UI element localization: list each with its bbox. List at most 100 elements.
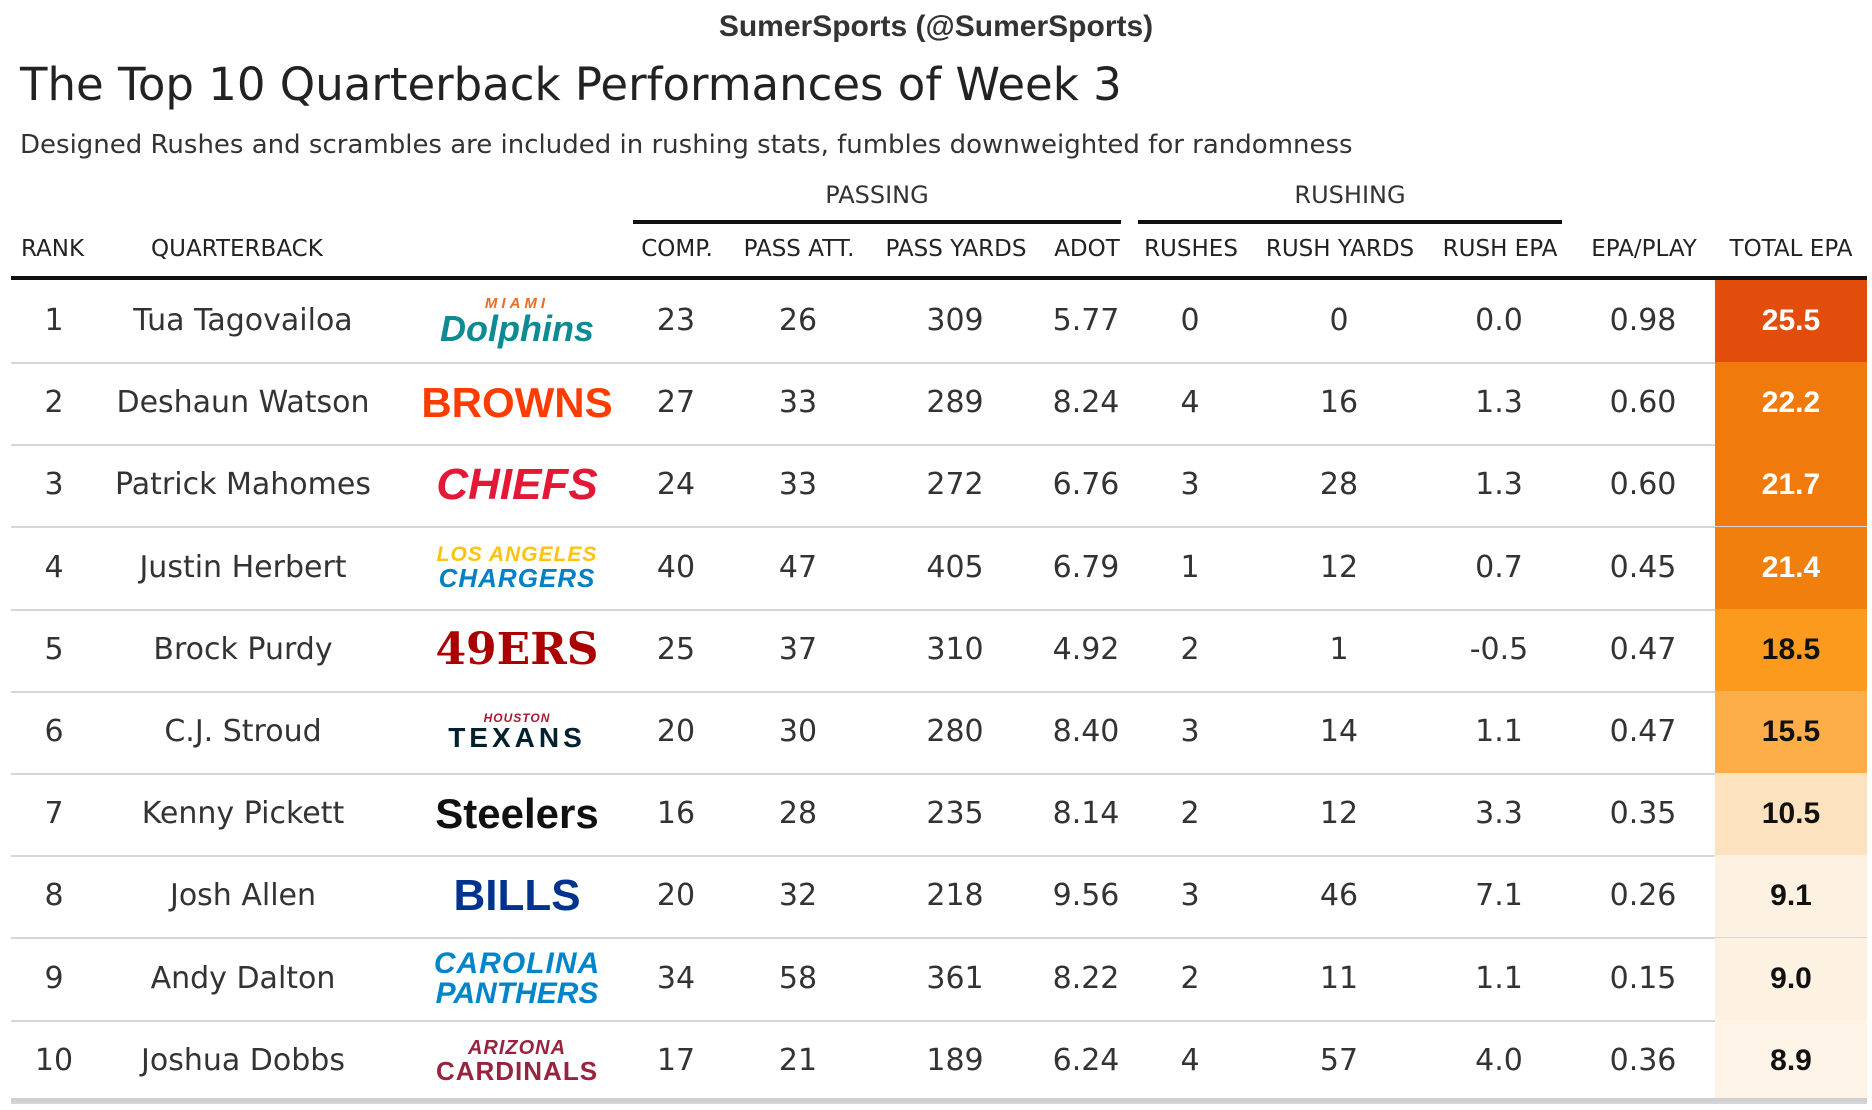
total-epa-cell: 18.5 <box>1715 608 1867 691</box>
header-total-epa: TOTAL EPA <box>1729 236 1853 262</box>
team-logo: BROWNS <box>407 362 627 444</box>
epa-play-cell: 0.47 <box>1609 714 1677 749</box>
rush-epa-cell: 0.0 <box>1475 303 1523 338</box>
total-epa-cell: 9.1 <box>1715 855 1867 938</box>
rush-epa-cell: 3.3 <box>1475 796 1523 832</box>
team-logo-wordmark: CARDINALS <box>435 1055 599 1086</box>
rank-cell: 1 <box>44 303 64 338</box>
rush-epa-cell: 7.1 <box>1475 878 1523 914</box>
comp-cell: 16 <box>656 796 696 832</box>
pass-att-cell: 32 <box>778 878 818 914</box>
rank-cell: 2 <box>44 385 64 421</box>
rush-yards-cell: 12 <box>1319 549 1359 585</box>
rank-cell: 7 <box>44 796 64 832</box>
rushes-cell: 3 <box>1180 878 1200 914</box>
pass-yards-cell: 218 <box>926 878 984 914</box>
comp-cell: 27 <box>656 385 696 421</box>
rush-epa-cell: 1.3 <box>1475 467 1523 503</box>
team-logo: Steelers <box>407 773 627 855</box>
table-row: 7 Kenny Pickett 16 28 235 8.14 2 12 3.3 0.35 Steel… <box>11 773 1867 858</box>
header-rule <box>11 276 1867 280</box>
team-logo-wordmark: PANTHERS <box>435 976 599 1010</box>
pass-yards-cell: 235 <box>926 796 984 832</box>
team-logo-top-text: CAROLINA <box>433 946 601 980</box>
adot-cell: 6.79 <box>1052 549 1120 585</box>
comp-cell: 17 <box>656 1042 696 1078</box>
team-logo: ARIZONA CARDINALS <box>407 1020 627 1102</box>
pass-yards-cell: 405 <box>926 549 984 585</box>
rushes-cell: 1 <box>1180 549 1200 585</box>
rushes-cell: 2 <box>1180 631 1200 667</box>
team-logo-top-text: HOUSTON <box>483 711 551 725</box>
rank-cell: 9 <box>44 960 64 996</box>
epa-play-cell: 0.60 <box>1609 385 1677 421</box>
rush-yards-cell: 46 <box>1319 878 1359 914</box>
comp-cell: 40 <box>656 549 696 585</box>
header-pass-yards: PASS YARDS <box>885 236 1027 262</box>
table-row: 8 Josh Allen 20 32 218 9.56 3 46 7.1 0.26 BILLS 9.1 <box>11 855 1867 940</box>
rank-cell: 4 <box>44 549 64 585</box>
header-rushes: RUSHES <box>1144 236 1238 262</box>
header-comp: COMP. <box>641 236 713 262</box>
team-logo-wordmark: TEXANS <box>448 722 586 753</box>
rush-epa-cell: 1.1 <box>1475 960 1523 996</box>
pass-yards-cell: 361 <box>926 960 984 996</box>
passing-spanner-label: PASSING <box>825 181 929 209</box>
pass-att-cell: 37 <box>778 631 818 667</box>
team-logo-top-text: ARIZONA <box>467 1036 567 1059</box>
team-logo: CAROLINA PANTHERS <box>407 938 627 1020</box>
pass-att-cell: 58 <box>778 960 818 996</box>
rush-yards-cell: 1 <box>1329 631 1349 667</box>
rush-yards-cell: 0 <box>1329 303 1349 338</box>
header-pass-att: PASS ATT. <box>743 236 855 262</box>
team-logo-wordmark: Steelers <box>435 790 599 838</box>
comp-cell: 20 <box>656 878 696 914</box>
pass-yards-cell: 280 <box>926 714 984 749</box>
pass-att-cell: 47 <box>778 549 818 585</box>
team-logo-wordmark: BROWNS <box>421 379 613 427</box>
header-quarterback: QUARTERBACK <box>151 236 323 262</box>
team-logo-wordmark: 49ERS <box>435 623 599 675</box>
table-row: 4 Justin Herbert 40 47 405 6.79 1 12 0.7 0.45 LOS … <box>11 526 1867 611</box>
epa-play-cell: 0.36 <box>1609 1042 1677 1078</box>
adot-cell: 4.92 <box>1052 631 1120 667</box>
table-row: 5 Brock Purdy 25 37 310 4.92 2 1 -0.5 0.47 49ERS 18… <box>11 608 1867 693</box>
table-row: 10 Joshua Dobbs 17 21 189 6.24 4 57 4.0 0.36 ARIZO… <box>11 1019 1867 1104</box>
pass-att-cell: 21 <box>778 1042 818 1078</box>
team-logo: MIAMI Dolphins <box>407 280 627 362</box>
rushes-cell: 3 <box>1180 467 1200 503</box>
adot-cell: 8.40 <box>1052 714 1120 749</box>
epa-play-cell: 0.35 <box>1609 796 1677 832</box>
rushing-spanner-line <box>1138 220 1562 224</box>
rush-yards-cell: 57 <box>1319 1042 1359 1078</box>
quarterback-name: Andy Dalton <box>150 960 336 996</box>
total-epa-cell: 21.7 <box>1715 444 1867 527</box>
table-row: 6 C.J. Stroud 20 30 280 8.40 3 14 1.1 0.47 HOUSTON… <box>11 691 1867 775</box>
rank-cell: 5 <box>44 631 64 667</box>
quarterback-name: Kenny Pickett <box>141 796 345 832</box>
table-row: 3 Patrick Mahomes 24 33 272 6.76 3 28 1.3 0.60 CHI… <box>11 444 1867 529</box>
comp-cell: 25 <box>656 631 696 667</box>
epa-play-cell: 0.15 <box>1609 960 1677 996</box>
team-logo: BILLS <box>407 855 627 937</box>
epa-play-cell: 0.26 <box>1609 878 1677 914</box>
comp-cell: 20 <box>656 714 696 749</box>
rush-yards-cell: 11 <box>1319 960 1359 996</box>
team-logo-top-text: LOS ANGELES <box>436 543 598 567</box>
rush-yards-cell: 14 <box>1319 714 1359 749</box>
team-logo: LOS ANGELES CHARGERS <box>407 527 627 609</box>
rush-yards-cell: 28 <box>1319 467 1359 503</box>
rushing-spanner-label: RUSHING <box>1294 181 1406 209</box>
team-logo: HOUSTON TEXANS <box>407 691 627 773</box>
rush-epa-cell: 1.3 <box>1475 385 1523 421</box>
total-epa-cell: 15.5 <box>1715 691 1867 773</box>
total-epa-cell: 25.5 <box>1715 280 1867 362</box>
team-logo: 49ERS <box>407 609 627 691</box>
total-epa-cell: 8.9 <box>1715 1019 1867 1102</box>
adot-cell: 8.14 <box>1052 796 1120 832</box>
adot-cell: 8.24 <box>1052 385 1120 421</box>
pass-yards-cell: 289 <box>926 385 984 421</box>
rushes-cell: 3 <box>1180 714 1200 749</box>
quarterback-name: Justin Herbert <box>139 549 347 585</box>
rushes-cell: 2 <box>1180 796 1200 832</box>
